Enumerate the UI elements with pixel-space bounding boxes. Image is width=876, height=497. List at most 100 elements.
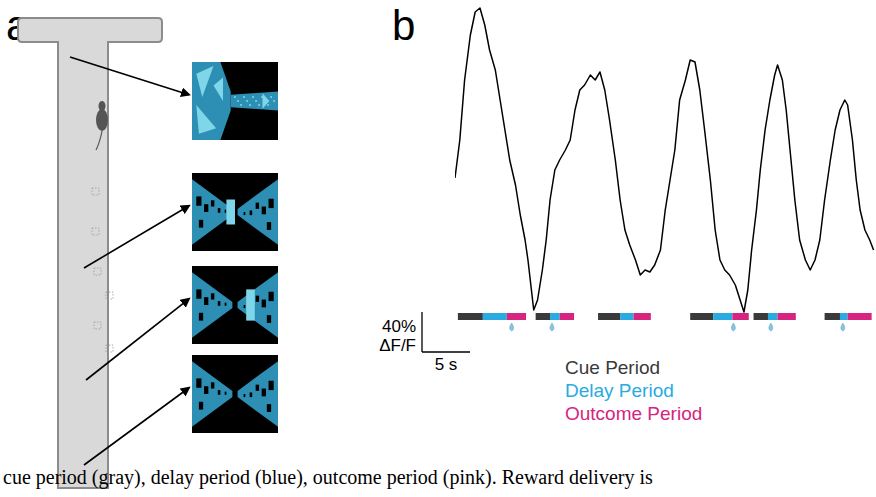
vr-pattern (211, 200, 214, 206)
mouse-body (96, 109, 108, 131)
cue-period (690, 313, 713, 320)
vr-pattern (218, 208, 221, 213)
vr-tower (246, 289, 255, 320)
vr-pattern (199, 313, 203, 321)
mouse-tail (96, 131, 102, 150)
vr-pattern (199, 220, 203, 228)
plot-area (455, 8, 874, 312)
t-maze (18, 18, 162, 488)
scale-unit: ΔF/F (379, 336, 416, 355)
vr-wall (192, 361, 232, 427)
vr-pattern (246, 100, 248, 102)
cue-period (598, 313, 620, 320)
vr-pattern (234, 96, 236, 98)
vr-pattern (256, 203, 259, 209)
vr-pattern (269, 381, 274, 390)
vr-pattern (256, 296, 259, 302)
reward-drop (550, 323, 554, 331)
scale-bar-y (421, 312, 422, 352)
vr-pattern (196, 378, 201, 387)
vr-pattern (225, 303, 227, 306)
vr-wall (238, 361, 278, 427)
outcome-period (560, 313, 574, 320)
vr-pattern (243, 96, 245, 98)
cue-period (825, 313, 840, 320)
vr-pattern (214, 78, 224, 101)
vr-pattern (267, 222, 271, 230)
vr-pattern (255, 100, 257, 102)
vr-pattern (263, 93, 270, 109)
vr-pattern (204, 386, 208, 394)
vr-pattern (244, 394, 246, 397)
vr-view (192, 266, 278, 344)
vr-background (192, 173, 278, 251)
outcome-period (732, 313, 748, 320)
arrow (84, 388, 189, 465)
delay-period (768, 313, 778, 320)
outcome-period (848, 313, 872, 320)
vr-pattern (249, 104, 251, 106)
outcome-period (778, 313, 796, 320)
vr-pattern (250, 392, 253, 397)
panel-a: a (6, 2, 278, 488)
reward-drop (841, 323, 845, 331)
vr-pattern (258, 104, 260, 106)
vr-pattern (267, 104, 269, 106)
vr-pattern (225, 210, 227, 213)
vr-pattern (199, 402, 203, 410)
cue-period (754, 313, 768, 320)
vr-pattern (244, 305, 246, 308)
reward-drop (769, 323, 773, 331)
vr-pattern (267, 315, 271, 323)
vr-pattern (262, 389, 266, 397)
reward-drop (510, 323, 514, 331)
legend-entry: Cue Period (565, 357, 660, 378)
reward-drop (731, 323, 735, 331)
vr-pattern (237, 100, 239, 102)
vr-pattern (273, 100, 275, 102)
arrow (84, 206, 189, 268)
vr-wall (192, 179, 232, 245)
arrow (70, 57, 189, 95)
vr-pattern (269, 292, 274, 301)
outcome-period (507, 313, 526, 320)
mouse (96, 101, 108, 150)
vr-background (192, 266, 278, 344)
vr-wall (192, 62, 231, 140)
vr-view (192, 173, 278, 251)
vr-view (192, 355, 278, 433)
maze-cue (106, 345, 113, 352)
vr-wall (192, 272, 232, 338)
mouse-head (99, 101, 106, 111)
delay-period (483, 313, 507, 320)
caption: cue period (gray), delay period (blue), … (3, 466, 653, 489)
scale-label: 40% (382, 317, 416, 336)
trace (455, 8, 874, 312)
vr-pattern (211, 382, 214, 388)
maze-cue (92, 188, 99, 195)
vr-pattern (211, 293, 214, 299)
vr-tower (226, 200, 235, 225)
panel-b: b40%ΔF/F5 sCue PeriodDelay PeriodOutcome… (379, 2, 873, 424)
scale-label: 5 s (435, 355, 458, 374)
vr-pattern (269, 199, 274, 208)
vr-pattern (240, 104, 242, 106)
cue-period (458, 313, 483, 320)
figure: ab40%ΔF/F5 sCue PeriodDelay PeriodOutcom… (0, 0, 876, 497)
vr-pattern (218, 301, 221, 306)
maze-cue (106, 292, 113, 299)
vr-pattern (196, 105, 216, 134)
panel-label: b (392, 2, 415, 49)
legend-entry: Delay Period (565, 380, 674, 401)
vr-pattern (256, 385, 259, 391)
scale-bar-x (422, 351, 470, 352)
vr-wall (238, 179, 278, 245)
vr-wall (231, 92, 278, 111)
vr-pattern (204, 204, 208, 212)
arrow (86, 299, 189, 380)
maze-cue (94, 268, 101, 275)
delay-period (713, 313, 732, 320)
vr-wall (238, 272, 278, 338)
vr-pattern (204, 297, 208, 305)
maze-cue (94, 322, 101, 329)
